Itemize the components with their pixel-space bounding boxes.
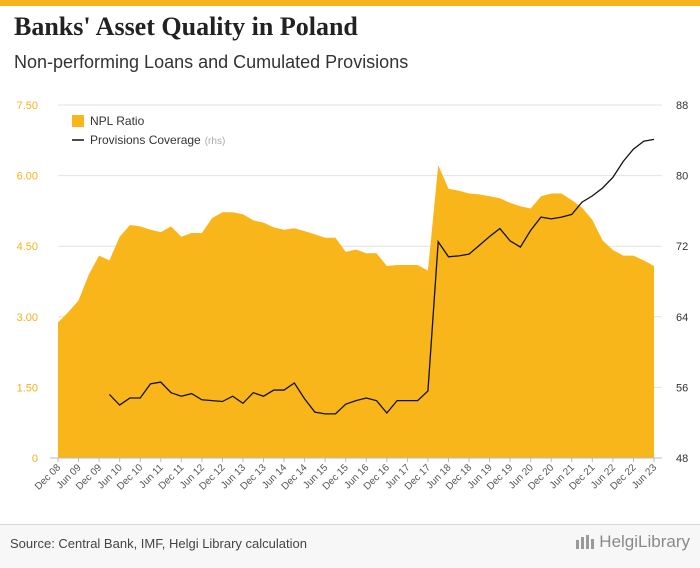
y-left-tick-label: 4.50 [17, 241, 38, 253]
accent-bar [0, 0, 700, 6]
legend-label-npl: NPL Ratio [90, 114, 145, 128]
provisions-line-layer [108, 138, 655, 415]
npl-ratio-area [58, 165, 654, 458]
source-note: Source: Central Bank, IMF, Helgi Library… [10, 536, 307, 551]
legend-label-provisions-name: Provisions Coverage [90, 133, 201, 147]
brand-name: HelgiLibrary [599, 532, 690, 551]
chart-subtitle: Non-performing Loans and Cumulated Provi… [14, 52, 409, 72]
y-axis-left: 0 1.50 3.00 4.50 6.00 7.50 [17, 100, 38, 465]
y-left-tick-label: 6.00 [17, 171, 38, 183]
y-left-tick-label: 7.50 [17, 100, 38, 112]
y-right-tick-label: 88 [676, 100, 688, 112]
y-left-tick-label: 3.00 [17, 312, 38, 324]
npl-area-layer [58, 165, 654, 458]
y-left-tick-label: 0 [32, 453, 38, 465]
legend: NPL Ratio Provisions Coverage (rhs) [72, 114, 225, 147]
chart-title: Banks' Asset Quality in Poland [14, 12, 358, 41]
legend-swatch-npl [72, 115, 84, 127]
brand: HelgiLibrary [575, 532, 690, 552]
y-right-tick-label: 80 [676, 171, 688, 183]
footer-divider [0, 524, 700, 525]
legend-label-rhs: (rhs) [205, 136, 226, 147]
provisions-coverage-line [108, 138, 655, 415]
y-right-tick-label: 48 [676, 453, 688, 465]
y-right-tick-label: 56 [676, 382, 688, 394]
y-axis-right: 48 56 64 72 80 88 [676, 100, 688, 465]
y-right-tick-label: 72 [676, 241, 688, 253]
library-logo-icon [576, 535, 595, 549]
y-left-tick-label: 1.50 [17, 382, 38, 394]
y-right-tick-label: 64 [676, 312, 688, 324]
legend-label-provisions: Provisions Coverage (rhs) [90, 133, 225, 147]
